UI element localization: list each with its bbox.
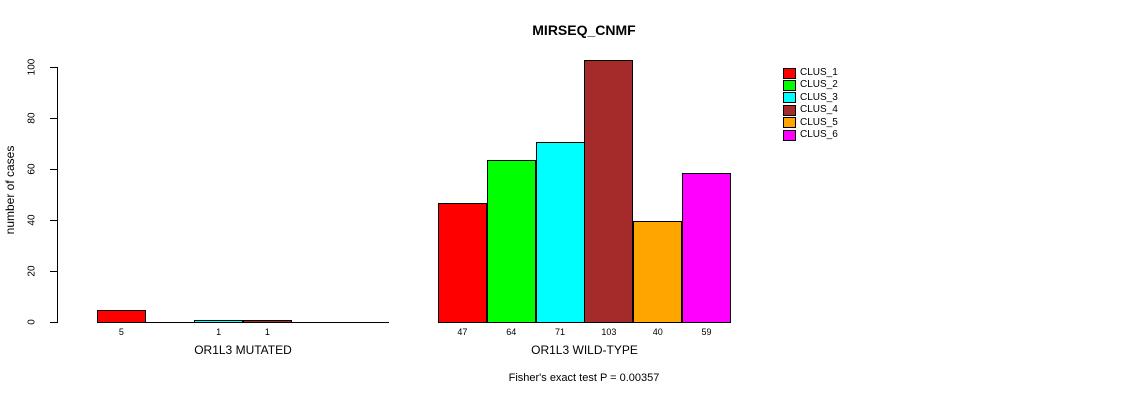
bar-value-label: 47 (457, 327, 468, 337)
legend-swatch-clus_2 (783, 79, 796, 91)
bar-clus_4 (584, 60, 633, 323)
y-axis-tick (50, 118, 57, 119)
bar-value-label: 64 (506, 327, 517, 337)
legend-item-clus_2: CLUS_2 (783, 79, 838, 91)
y-axis-tick-label: 100 (26, 58, 38, 76)
chart-title: MIRSEQ_CNMF (532, 22, 636, 38)
legend-swatch-clus_6 (783, 129, 796, 141)
y-axis-tick (50, 169, 57, 170)
x-axis-group-label: OR1L3 MUTATED (194, 343, 292, 357)
y-axis-tick-label: 0 (26, 319, 38, 325)
y-axis-tick-label: 60 (26, 163, 38, 175)
bar-value-label: 1 (264, 327, 270, 337)
legend-swatch-clus_3 (783, 92, 796, 104)
legend-item-clus_5: CLUS_5 (783, 117, 838, 129)
bar-value-label: 59 (701, 327, 712, 337)
bar-value-label: 103 (601, 327, 617, 337)
legend-swatch-clus_1 (783, 67, 796, 79)
bar-value-label: 1 (216, 327, 222, 337)
y-axis-tick (50, 67, 57, 68)
y-axis-tick (50, 271, 57, 272)
bar-value-label: 40 (652, 327, 663, 337)
bar-value-label: 5 (118, 327, 124, 337)
bar-clus_3 (194, 320, 243, 323)
bar-clus_6 (682, 173, 731, 323)
legend-label: CLUS_1 (800, 67, 838, 78)
y-axis-tick-label: 40 (26, 214, 38, 226)
bar-clus_3 (536, 142, 585, 323)
bar-clus_4 (243, 320, 292, 323)
legend-label: CLUS_5 (800, 116, 838, 128)
legend-label: CLUS_2 (800, 79, 838, 91)
legend-label: CLUS_3 (800, 91, 838, 103)
bar-clus_1 (438, 203, 487, 323)
y-axis-line (57, 67, 58, 323)
bar-clus_5 (633, 221, 682, 323)
bar-clus_2 (487, 160, 536, 323)
x-axis-group-label: OR1L3 WILD-TYPE (531, 343, 638, 357)
legend-swatch-clus_5 (783, 117, 796, 129)
legend-item-clus_1: CLUS_1 (783, 67, 838, 79)
legend-item-clus_4: CLUS_4 (783, 104, 838, 116)
y-axis-title: number of cases (3, 145, 17, 235)
y-axis-tick (50, 322, 57, 323)
annotation-fisher-test: Fisher's exact test P = 0.00357 (508, 372, 660, 384)
legend-swatch-clus_4 (783, 104, 796, 116)
legend-item-clus_3: CLUS_3 (783, 92, 838, 104)
legend-label: CLUS_4 (800, 104, 838, 116)
y-axis-tick-label: 80 (26, 112, 38, 124)
y-axis-tick (50, 220, 57, 221)
bar-value-label: 71 (555, 327, 566, 337)
legend-item-clus_6: CLUS_6 (783, 129, 838, 141)
legend-label: CLUS_6 (800, 129, 838, 140)
y-axis-tick-label: 20 (26, 265, 38, 277)
bar-clus_1 (97, 310, 146, 323)
